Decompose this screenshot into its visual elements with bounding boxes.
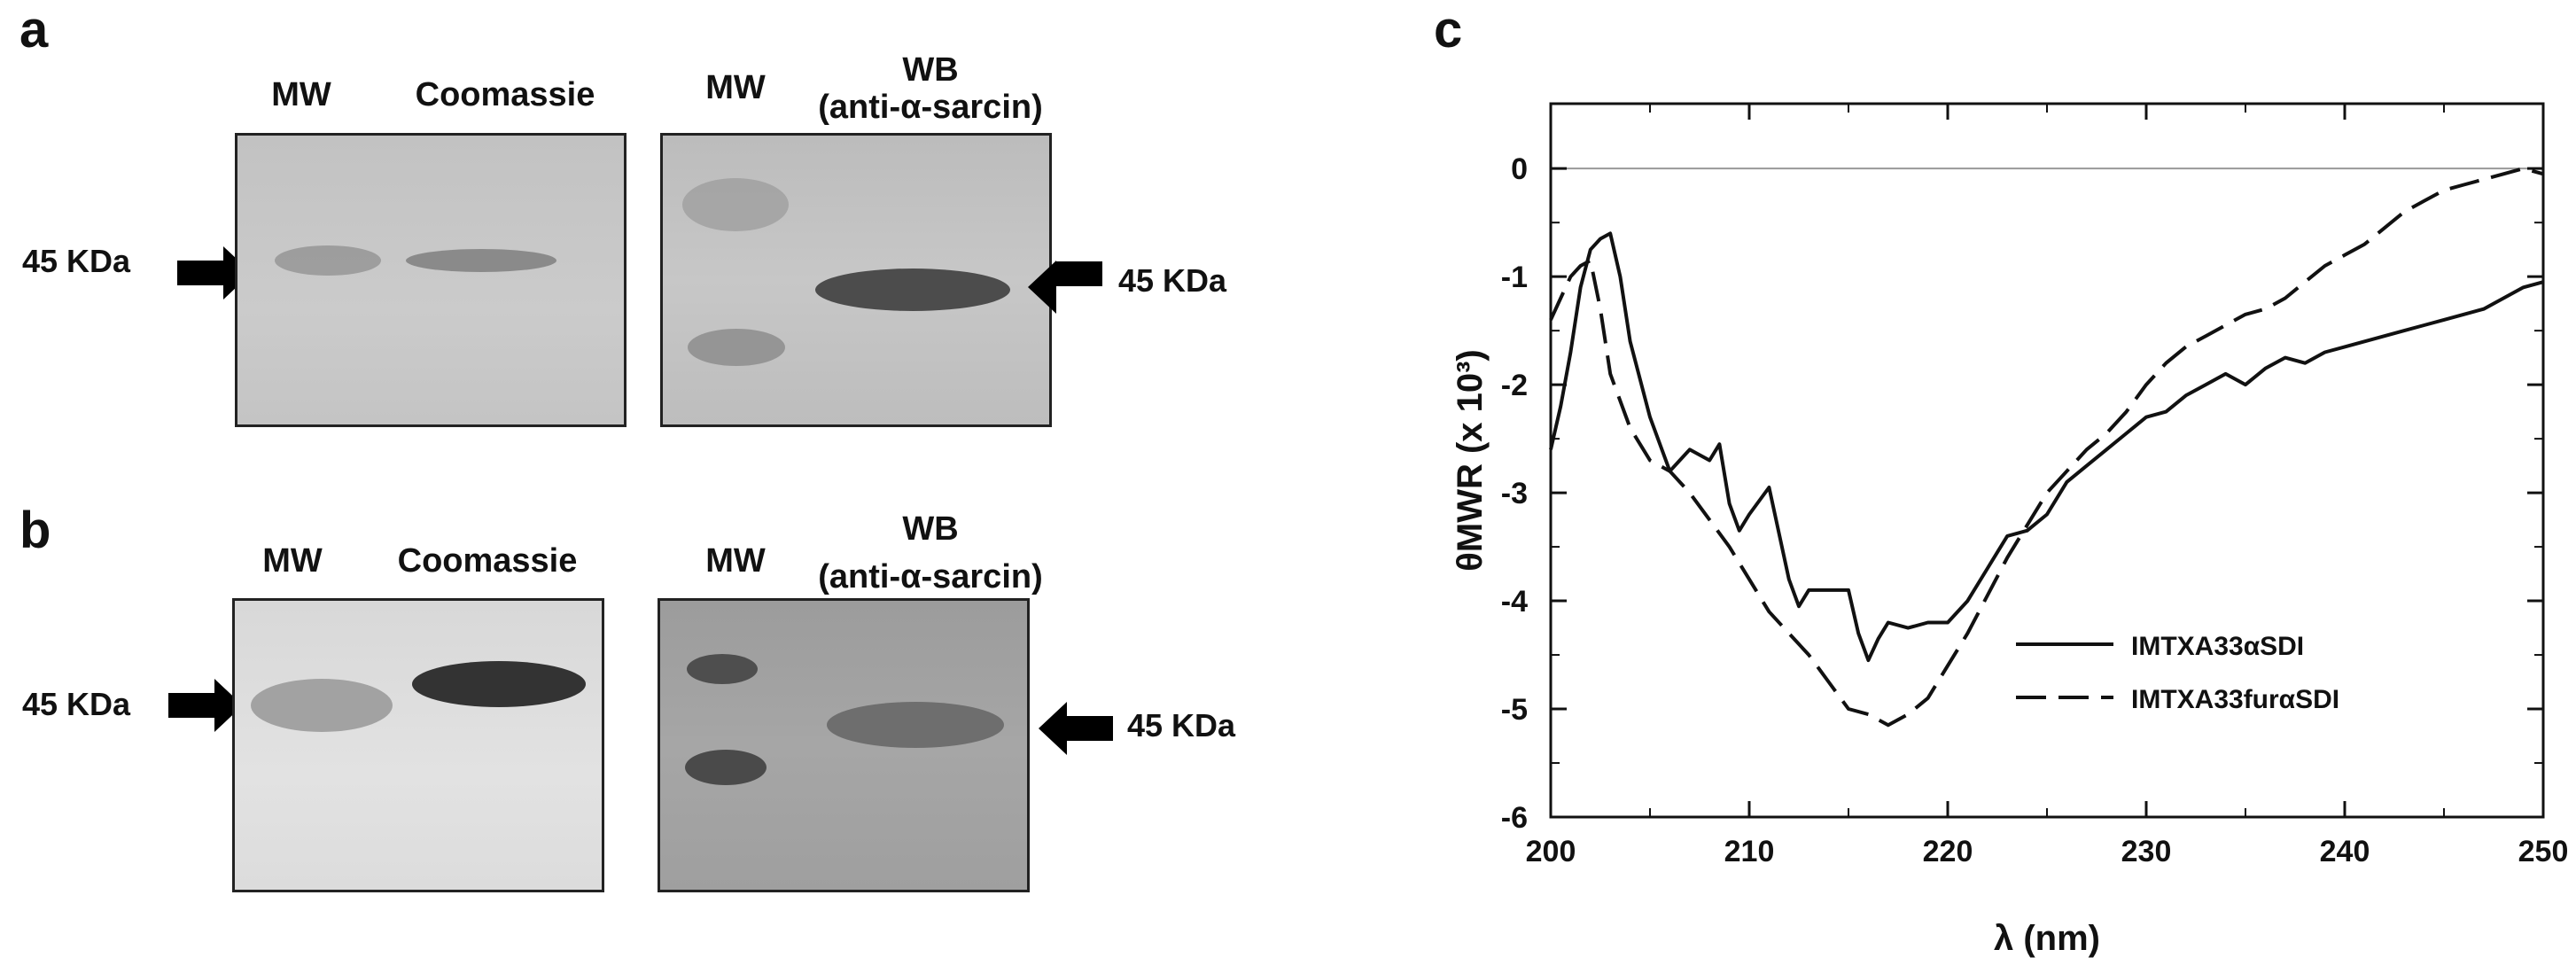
band-mw-upper-a bbox=[682, 178, 789, 231]
panel-letter-c: c bbox=[1434, 1, 1463, 58]
y-axis-label: θMWR (x 10³) bbox=[1451, 349, 1490, 572]
band-coomassie-a bbox=[406, 249, 556, 272]
y-tick-label: -1 bbox=[1501, 261, 1528, 294]
y-tick-label: 0 bbox=[1511, 152, 1528, 186]
lane-label-mw-a2: MW bbox=[705, 69, 766, 106]
band-wb-a bbox=[815, 269, 1010, 311]
lane-label-wb-b-line2: (anti-α-sarcin) bbox=[818, 558, 1043, 595]
panel-letter-a: a bbox=[19, 1, 49, 58]
arrow-right-icon-b bbox=[168, 693, 214, 718]
legend-label-1: IMTXA33αSDI bbox=[2131, 632, 2304, 661]
y-tick-label: -2 bbox=[1501, 369, 1528, 402]
gel-coomassie-a bbox=[235, 133, 626, 427]
lane-label-wb-a-line1: WB bbox=[902, 51, 959, 89]
arrow-left-icon-b bbox=[1067, 716, 1113, 741]
y-tick-label: -3 bbox=[1501, 477, 1528, 510]
arrow-right-icon-a bbox=[177, 261, 223, 285]
y-tick-label: -6 bbox=[1501, 801, 1528, 835]
x-tick-label: 210 bbox=[1724, 835, 1775, 868]
kda-label-b-left: 45 KDa bbox=[22, 686, 131, 722]
lane-label-wb-b-line1: WB bbox=[902, 510, 959, 548]
band-wb-b bbox=[827, 702, 1004, 748]
band-mw-a bbox=[275, 245, 381, 276]
band-coomassie-b bbox=[412, 661, 586, 707]
lane-label-wb-a-line2: (anti-α-sarcin) bbox=[818, 89, 1043, 126]
lane-label-coomassie-b: Coomassie bbox=[397, 542, 578, 580]
lane-label-mw-b2: MW bbox=[705, 542, 766, 580]
kda-label-a-left: 45 KDa bbox=[22, 243, 131, 279]
arrow-left-icon-a bbox=[1056, 261, 1102, 286]
kda-label-b-right: 45 KDa bbox=[1127, 707, 1236, 743]
lane-label-mw-a1: MW bbox=[271, 76, 331, 113]
x-axis-label: λ (nm) bbox=[1994, 919, 2100, 958]
x-tick-label: 230 bbox=[2121, 835, 2172, 868]
series-line-1 bbox=[1549, 231, 2544, 663]
plot-frame bbox=[1549, 102, 2545, 819]
legend-label-2: IMTXA33furαSDI bbox=[2131, 685, 2339, 714]
band-mw-upper-b bbox=[687, 654, 758, 684]
gel-wb-b bbox=[658, 598, 1030, 892]
band-mw-lower-a bbox=[688, 329, 785, 366]
x-tick-label: 200 bbox=[1526, 835, 1576, 868]
x-tick-label: 250 bbox=[2518, 835, 2569, 868]
x-tick-label: 220 bbox=[1923, 835, 1973, 868]
gel-wb-a bbox=[660, 133, 1052, 427]
band-mw-lower-b bbox=[685, 750, 767, 785]
panel-letter-b: b bbox=[19, 502, 51, 559]
y-tick-label: -5 bbox=[1501, 693, 1528, 727]
lane-label-mw-b1: MW bbox=[262, 542, 323, 580]
arrow-left-head-icon-b bbox=[1039, 702, 1067, 755]
kda-label-a-right: 45 KDa bbox=[1118, 262, 1227, 299]
band-mw-b bbox=[251, 679, 393, 732]
series-line-2 bbox=[1549, 167, 2544, 728]
lane-label-coomassie-a: Coomassie bbox=[415, 76, 595, 113]
y-tick-label: -4 bbox=[1501, 585, 1528, 619]
cd-spectrum-chart: 200 210 220 230 240 250 0 -1 -2 -3 -4 -5 -6 λ (nm) θMW… bbox=[1451, 102, 2569, 958]
gel-coomassie-b bbox=[232, 598, 604, 892]
x-tick-label: 240 bbox=[2320, 835, 2370, 868]
arrow-left-head-icon-a bbox=[1028, 261, 1056, 314]
